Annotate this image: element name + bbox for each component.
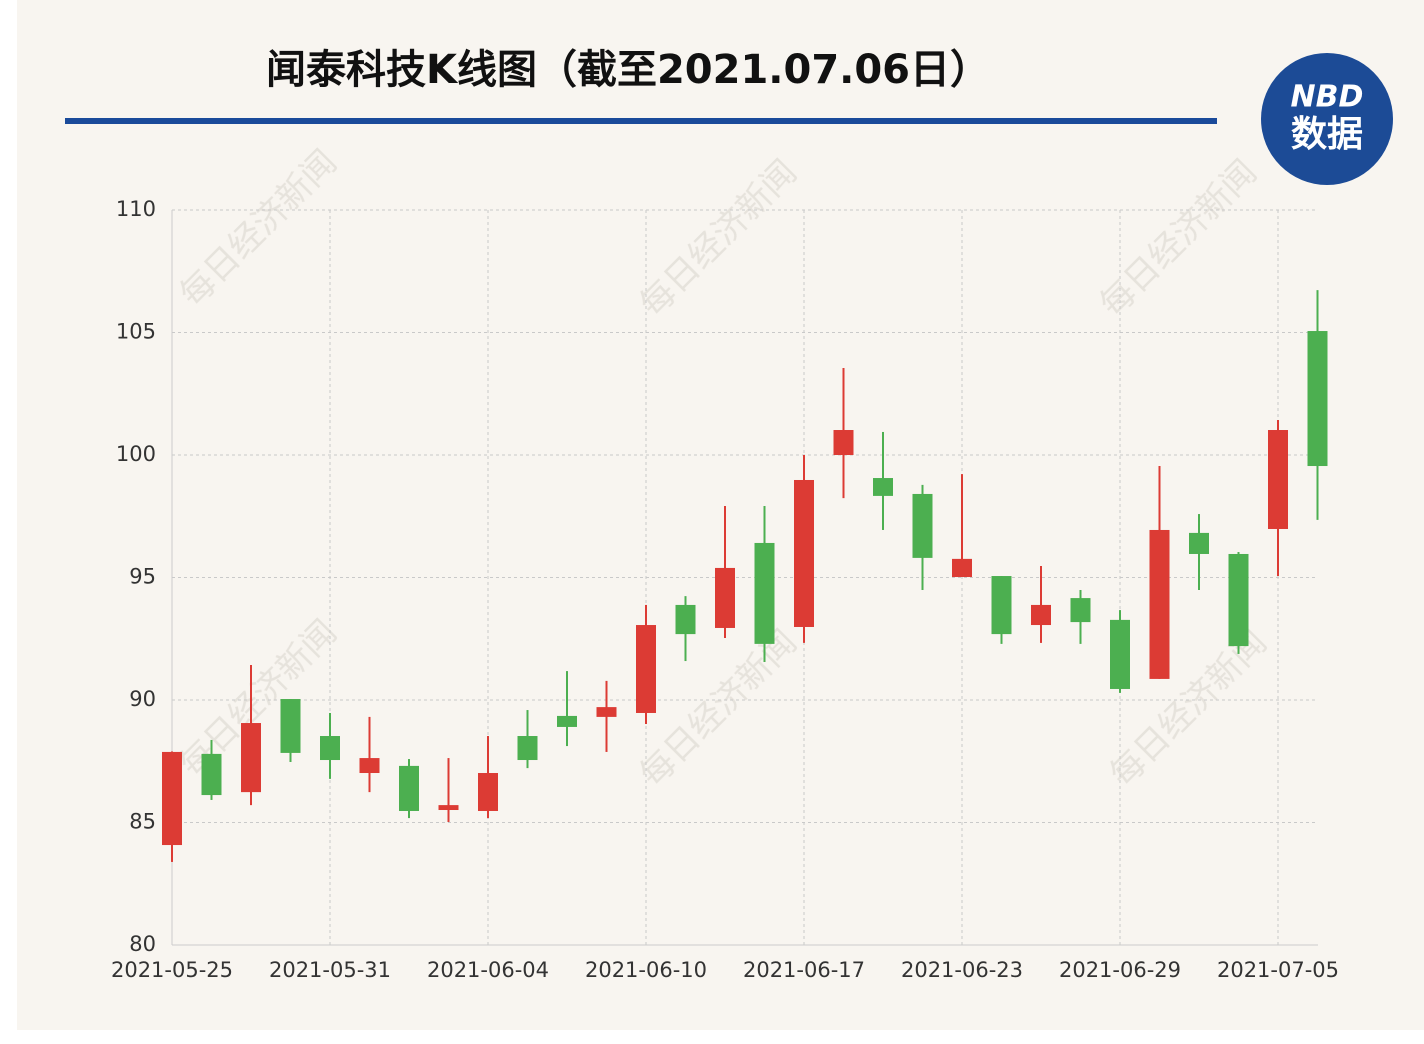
candle-body bbox=[241, 723, 261, 793]
y-tick-label: 100 bbox=[116, 442, 156, 466]
x-tick-label: 2021-06-04 bbox=[427, 958, 549, 982]
candle-body bbox=[1031, 604, 1051, 626]
candle-body bbox=[873, 478, 893, 496]
candle-body bbox=[794, 479, 814, 627]
candle-body bbox=[399, 765, 419, 811]
x-tick-label: 2021-05-31 bbox=[269, 958, 391, 982]
candle-body bbox=[557, 715, 577, 727]
y-tick-label: 85 bbox=[129, 810, 156, 834]
y-tick-label: 90 bbox=[129, 687, 156, 711]
x-tick-label: 2021-06-29 bbox=[1059, 958, 1181, 982]
candle-body bbox=[1228, 553, 1249, 647]
candle-body bbox=[1189, 532, 1209, 554]
card bbox=[17, 0, 1424, 1030]
candle-body bbox=[833, 430, 854, 455]
y-tick-label: 95 bbox=[129, 565, 156, 589]
title-rule bbox=[65, 118, 1217, 124]
candle-body bbox=[201, 753, 222, 796]
candle-body bbox=[636, 625, 656, 713]
candle-body bbox=[1268, 430, 1288, 529]
candle-body bbox=[438, 805, 459, 811]
candle-body bbox=[1110, 619, 1130, 689]
logo-bottom: 数据 bbox=[1291, 114, 1363, 155]
candle-body bbox=[754, 542, 775, 644]
candle-body bbox=[162, 751, 182, 846]
candle-body bbox=[1307, 331, 1328, 467]
candle-body bbox=[952, 558, 972, 578]
candle-body bbox=[1070, 598, 1091, 623]
candle-body bbox=[359, 758, 380, 774]
candle-body bbox=[912, 493, 933, 558]
y-tick-label: 110 bbox=[116, 197, 156, 221]
candle-body bbox=[715, 567, 735, 628]
candle-body bbox=[675, 604, 696, 635]
y-tick-label: 80 bbox=[129, 932, 156, 956]
y-tick-label: 105 bbox=[116, 320, 156, 344]
candle-body bbox=[280, 699, 301, 753]
candle-body bbox=[991, 576, 1012, 635]
candle-body bbox=[478, 773, 498, 811]
x-tick-label: 2021-06-23 bbox=[901, 958, 1023, 982]
x-tick-label: 2021-07-05 bbox=[1217, 958, 1339, 982]
chart-title: 闻泰科技K线图（截至2021.07.06日） bbox=[266, 47, 990, 93]
x-tick-label: 2021-06-10 bbox=[585, 958, 707, 982]
x-tick-label: 2021-06-17 bbox=[743, 958, 865, 982]
candle-body bbox=[1149, 529, 1170, 679]
logo-top: NBD bbox=[1291, 80, 1364, 115]
x-tick-label: 2021-05-25 bbox=[111, 958, 233, 982]
logo bbox=[1261, 53, 1393, 185]
candle-body bbox=[320, 736, 340, 761]
candle-body bbox=[517, 736, 538, 761]
candle-body bbox=[596, 707, 617, 717]
